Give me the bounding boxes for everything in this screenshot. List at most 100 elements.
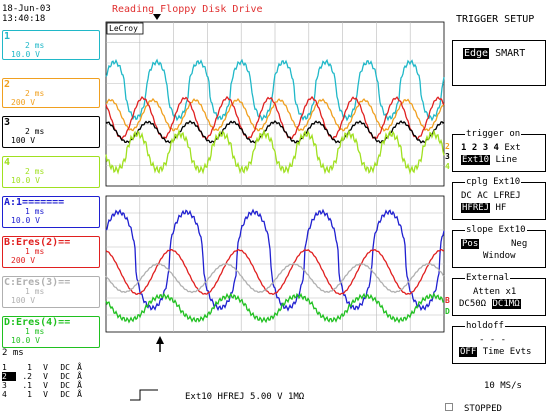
external-menu[interactable]: External Atten x1 DC50Ω DC1MΩ — [452, 273, 546, 316]
trace-a — [105, 208, 445, 312]
trace-c-box[interactable]: C:Eres(3)== 1 ms 100 V — [2, 276, 100, 308]
channel-3-box[interactable]: 3 2 ms 100 V — [2, 116, 100, 148]
channel-4-box[interactable]: 4 2 ms 10.0 V — [2, 156, 100, 188]
channel-number: 2 — [4, 79, 11, 90]
volts-div: 10.0 V — [11, 216, 40, 225]
holdoff-menu[interactable]: holdoff - - - OFF Time Evts — [452, 321, 546, 364]
timebase: 2 ms — [25, 41, 45, 50]
channel-2-box[interactable]: 2 2 ms 200 V — [2, 78, 100, 108]
trigger-arrow-icon — [156, 336, 164, 352]
slope-neg[interactable]: Neg — [511, 239, 528, 249]
source-ext10[interactable]: Ext10 — [461, 155, 491, 165]
channel-number: 1 — [4, 31, 11, 42]
edge-trigger-icon — [130, 389, 158, 401]
trace-marker-d: D — [445, 307, 450, 316]
coupling-dc[interactable]: DC — [461, 191, 472, 201]
trace-2 — [105, 97, 445, 132]
menu-title: TRIGGER SETUP — [456, 14, 535, 25]
source-ext[interactable]: Ext — [504, 143, 521, 153]
slope-menu[interactable]: slope Ext10 Pos Neg Window — [452, 225, 546, 268]
source-1[interactable]: 1 — [461, 143, 467, 153]
source-line[interactable]: Line — [495, 155, 518, 165]
coupling-hf[interactable]: HF — [495, 203, 507, 213]
volts-div: 200 V — [11, 98, 36, 107]
coupling-lfrej[interactable]: LFREJ — [493, 191, 521, 201]
timebase: 1 ms — [25, 287, 45, 296]
volts-div: 100 V — [11, 296, 36, 305]
holdoff-evts[interactable]: Evts — [509, 347, 532, 357]
upper-grid — [105, 21, 445, 187]
coupling-ac[interactable]: AC — [477, 191, 489, 201]
impedance-1m[interactable]: DC1MΩ — [491, 299, 521, 309]
trace-2b — [105, 95, 445, 140]
trigger-type-menu[interactable]: Edge SMART — [452, 40, 546, 86]
trace-label: D:Eres(4)== — [4, 317, 71, 328]
screen-title: Reading Floppy Disk Drive — [112, 4, 263, 15]
lower-grid — [105, 195, 445, 333]
volts-div: 100 V — [11, 136, 36, 145]
trace-4 — [105, 128, 445, 175]
timebase-readout: 2 ms — [2, 348, 24, 358]
coupling-hfrej[interactable]: HFREJ — [461, 203, 491, 213]
holdoff-time[interactable]: Time — [482, 347, 505, 357]
trigger-description: Ext10 HFREJ 5.00 V 1MΩ — [185, 392, 305, 402]
menu-heading: cplg Ext10 — [465, 177, 522, 187]
channel-number: 4 — [4, 157, 11, 168]
trigger-type-smart[interactable]: SMART — [495, 48, 526, 59]
volts-div: 10.0 V — [11, 50, 40, 59]
trace-1 — [105, 58, 445, 122]
timebase: 2 ms — [25, 167, 45, 176]
table-row: 1 1 V DC Å — [2, 363, 82, 372]
datetime: 18-Jun-03 13:40:18 — [2, 4, 51, 24]
source-3[interactable]: 3 — [482, 143, 489, 153]
atten-value[interactable]: Atten x1 — [473, 287, 517, 297]
timebase: 2 ms — [25, 89, 45, 98]
channel-settings-table: 1 1 V DC Å 2.2 V DC Å 3.1 V DC Å 4 1 V DC Å — [2, 363, 82, 399]
coupling-menu[interactable]: cplg Ext10 DC AC LFREJ HFREJ HF — [452, 177, 546, 220]
trace-marker-2: 2 — [445, 142, 450, 151]
volts-div: 10.0 V — [11, 336, 40, 345]
trace-d — [105, 292, 445, 324]
trace-b — [105, 248, 444, 296]
slope-pos[interactable]: Pos — [461, 239, 480, 249]
trace-b-box[interactable]: B:Eres(2)== 1 ms 200 V — [2, 236, 100, 268]
trace-d-box[interactable]: D:Eres(4)== 1 ms 10.0 V — [2, 316, 100, 348]
trace-3 — [105, 119, 445, 144]
trace-c — [105, 262, 445, 294]
trigger-type-edge[interactable]: Edge — [463, 48, 490, 59]
menu-heading: holdoff — [465, 321, 505, 331]
channel-panel: 1 2 ms 10.0 V 2 2 ms 200 V 3 2 ms 100 V … — [0, 0, 100, 360]
channel-number: 3 — [4, 117, 11, 128]
impedance-50[interactable]: DC50Ω — [459, 299, 487, 309]
table-row: 4 1 V DC Å — [2, 390, 82, 399]
trace-label: C:Eres(3)== — [4, 277, 71, 288]
time: 13:40:18 — [2, 14, 46, 24]
brand-logo: LeCroy — [109, 24, 138, 33]
trace-marker-4: 4 — [445, 162, 450, 171]
volts-div: 10.0 V — [11, 176, 40, 185]
trace-marker-3: 3 — [445, 152, 450, 161]
timebase: 2 ms — [25, 127, 45, 136]
trigger-on-menu[interactable]: trigger on 1 2 3 4 Ext Ext10 Line — [452, 129, 546, 172]
trace-label: A:1======= — [4, 197, 65, 208]
holdoff-off[interactable]: OFF — [459, 347, 478, 357]
source-4[interactable]: 4 — [493, 143, 499, 153]
slope-window[interactable]: Window — [483, 251, 516, 261]
acquisition-state: STOPPED — [464, 404, 502, 414]
timebase: 1 ms — [25, 327, 45, 336]
trace-a-box[interactable]: A:1======= 1 ms 10.0 V — [2, 196, 100, 228]
menu-heading: External — [465, 273, 511, 283]
holdoff-value: - - - — [479, 335, 507, 345]
timebase: 1 ms — [25, 247, 45, 256]
timebase: 1 ms — [25, 207, 45, 216]
table-row: 2.2 V DC Å — [2, 372, 82, 381]
menu-heading: slope Ext10 — [465, 225, 527, 235]
menu-heading: trigger on — [465, 129, 522, 139]
traces — [105, 58, 445, 324]
trace-label: B:Eres(2)== — [4, 237, 71, 248]
volts-div: 200 V — [11, 256, 36, 265]
status-indicator-icon — [445, 403, 453, 411]
trace-marker-b: B — [445, 296, 450, 305]
source-2[interactable]: 2 — [471, 143, 478, 153]
channel-1-box[interactable]: 1 2 ms 10.0 V — [2, 30, 100, 60]
